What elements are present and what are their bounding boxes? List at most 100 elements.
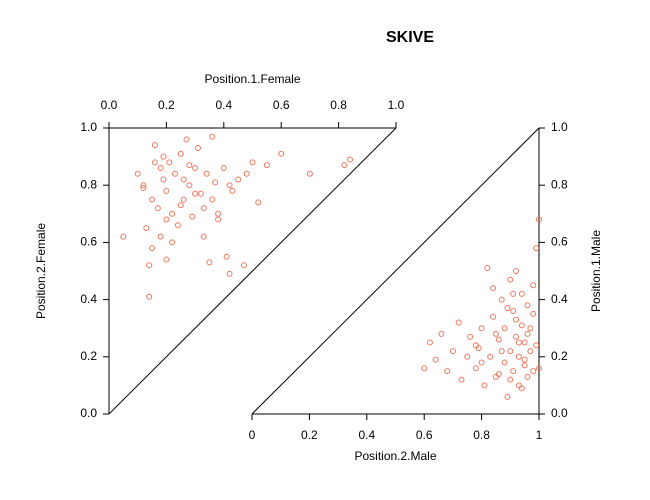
point bbox=[478, 359, 485, 366]
point bbox=[215, 210, 222, 217]
x-tick-label: 0.4 bbox=[215, 98, 232, 112]
point bbox=[163, 216, 170, 223]
point bbox=[226, 182, 233, 189]
point bbox=[504, 305, 511, 312]
point bbox=[464, 353, 471, 360]
point bbox=[140, 182, 147, 189]
point bbox=[203, 170, 210, 177]
x-tick-label: 0 bbox=[249, 428, 256, 442]
x-tick-label: 1.0 bbox=[388, 98, 405, 112]
point bbox=[478, 325, 485, 332]
point bbox=[157, 233, 164, 240]
point bbox=[140, 185, 147, 192]
point bbox=[444, 368, 451, 375]
point bbox=[501, 359, 508, 366]
point bbox=[467, 333, 474, 340]
point bbox=[347, 156, 354, 163]
point bbox=[169, 239, 176, 246]
x-tick-label: 0.6 bbox=[416, 428, 433, 442]
point bbox=[518, 385, 525, 392]
point bbox=[240, 262, 247, 269]
point bbox=[492, 373, 499, 380]
point bbox=[521, 362, 528, 369]
point bbox=[149, 196, 156, 203]
x-tick-label: 0.8 bbox=[330, 98, 347, 112]
point bbox=[533, 342, 540, 349]
point bbox=[243, 170, 250, 177]
point bbox=[490, 285, 497, 292]
x-tick-label: 0.2 bbox=[158, 98, 175, 112]
point bbox=[507, 276, 514, 283]
point bbox=[507, 376, 514, 383]
point bbox=[143, 225, 150, 232]
point bbox=[432, 356, 439, 363]
point bbox=[209, 133, 216, 140]
point bbox=[151, 142, 158, 149]
y-tick-label: 0.8 bbox=[80, 177, 97, 191]
y-tick-label: 0.0 bbox=[551, 406, 568, 420]
point bbox=[160, 176, 167, 183]
point bbox=[487, 353, 494, 360]
point bbox=[189, 213, 196, 220]
point bbox=[492, 330, 499, 337]
y-tick-label: 0.8 bbox=[551, 177, 568, 191]
point bbox=[490, 313, 497, 320]
point bbox=[518, 322, 525, 329]
point bbox=[515, 382, 522, 389]
x-tick-label: 0.0 bbox=[101, 98, 118, 112]
point bbox=[495, 370, 502, 377]
point bbox=[421, 365, 428, 372]
point bbox=[235, 176, 242, 183]
point bbox=[510, 308, 517, 315]
point bbox=[146, 262, 153, 269]
y-tick-label: 0.0 bbox=[80, 406, 97, 420]
point bbox=[134, 170, 141, 177]
x-tick-label: 0.2 bbox=[301, 428, 318, 442]
point bbox=[212, 179, 219, 186]
point bbox=[180, 196, 187, 203]
x-axis-title: Position.2.Male bbox=[354, 449, 436, 463]
y-axis-title: Position.2.Female bbox=[34, 223, 48, 319]
y-tick-label: 0.6 bbox=[551, 235, 568, 249]
point bbox=[484, 265, 491, 272]
point bbox=[157, 165, 164, 172]
point bbox=[515, 353, 522, 360]
point bbox=[510, 368, 517, 375]
y-tick-label: 0.6 bbox=[80, 235, 97, 249]
point bbox=[536, 365, 542, 372]
point bbox=[194, 145, 201, 152]
point bbox=[507, 348, 514, 355]
y-tick-label: 0.4 bbox=[80, 292, 97, 306]
point bbox=[510, 290, 517, 297]
y-axis-title: Position.1.Male bbox=[589, 230, 603, 312]
point bbox=[209, 196, 216, 203]
point bbox=[524, 302, 531, 309]
point bbox=[163, 187, 170, 194]
y-tick-label: 1.0 bbox=[551, 120, 568, 134]
point bbox=[120, 233, 127, 240]
point bbox=[154, 205, 161, 212]
x-tick-label: 1 bbox=[536, 428, 543, 442]
point bbox=[177, 150, 184, 157]
point bbox=[166, 159, 173, 166]
point bbox=[524, 330, 531, 337]
point bbox=[249, 159, 256, 166]
x-axis-title: Position.1.Female bbox=[204, 72, 300, 86]
y-tick-label: 1.0 bbox=[80, 120, 97, 134]
chart-title: SKIVE bbox=[386, 29, 434, 46]
point bbox=[278, 150, 285, 157]
diagonal bbox=[108, 127, 397, 415]
point bbox=[180, 176, 187, 183]
point bbox=[530, 282, 537, 289]
point bbox=[186, 182, 193, 189]
point bbox=[149, 245, 156, 252]
point bbox=[197, 190, 204, 197]
point bbox=[215, 216, 222, 223]
point bbox=[472, 342, 479, 349]
point bbox=[177, 202, 184, 209]
point bbox=[472, 365, 479, 372]
point bbox=[524, 373, 531, 380]
point bbox=[530, 310, 537, 317]
point bbox=[501, 325, 508, 332]
